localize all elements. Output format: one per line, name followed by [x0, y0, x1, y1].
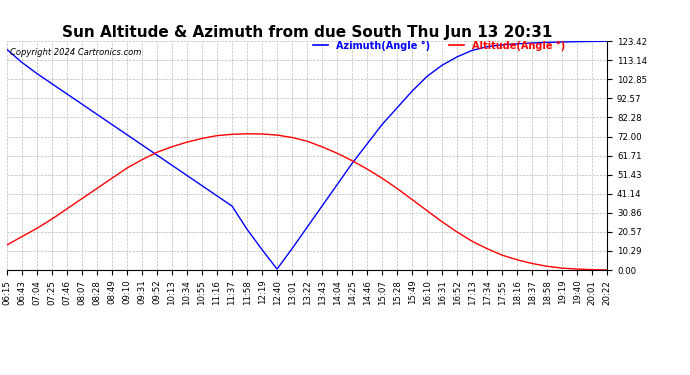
Text: Copyright 2024 Cartronics.com: Copyright 2024 Cartronics.com — [10, 48, 141, 57]
Title: Sun Altitude & Azimuth from due South Thu Jun 13 20:31: Sun Altitude & Azimuth from due South Th… — [62, 25, 552, 40]
Legend: Azimuth(Angle °), Altitude(Angle °): Azimuth(Angle °), Altitude(Angle °) — [309, 37, 569, 54]
